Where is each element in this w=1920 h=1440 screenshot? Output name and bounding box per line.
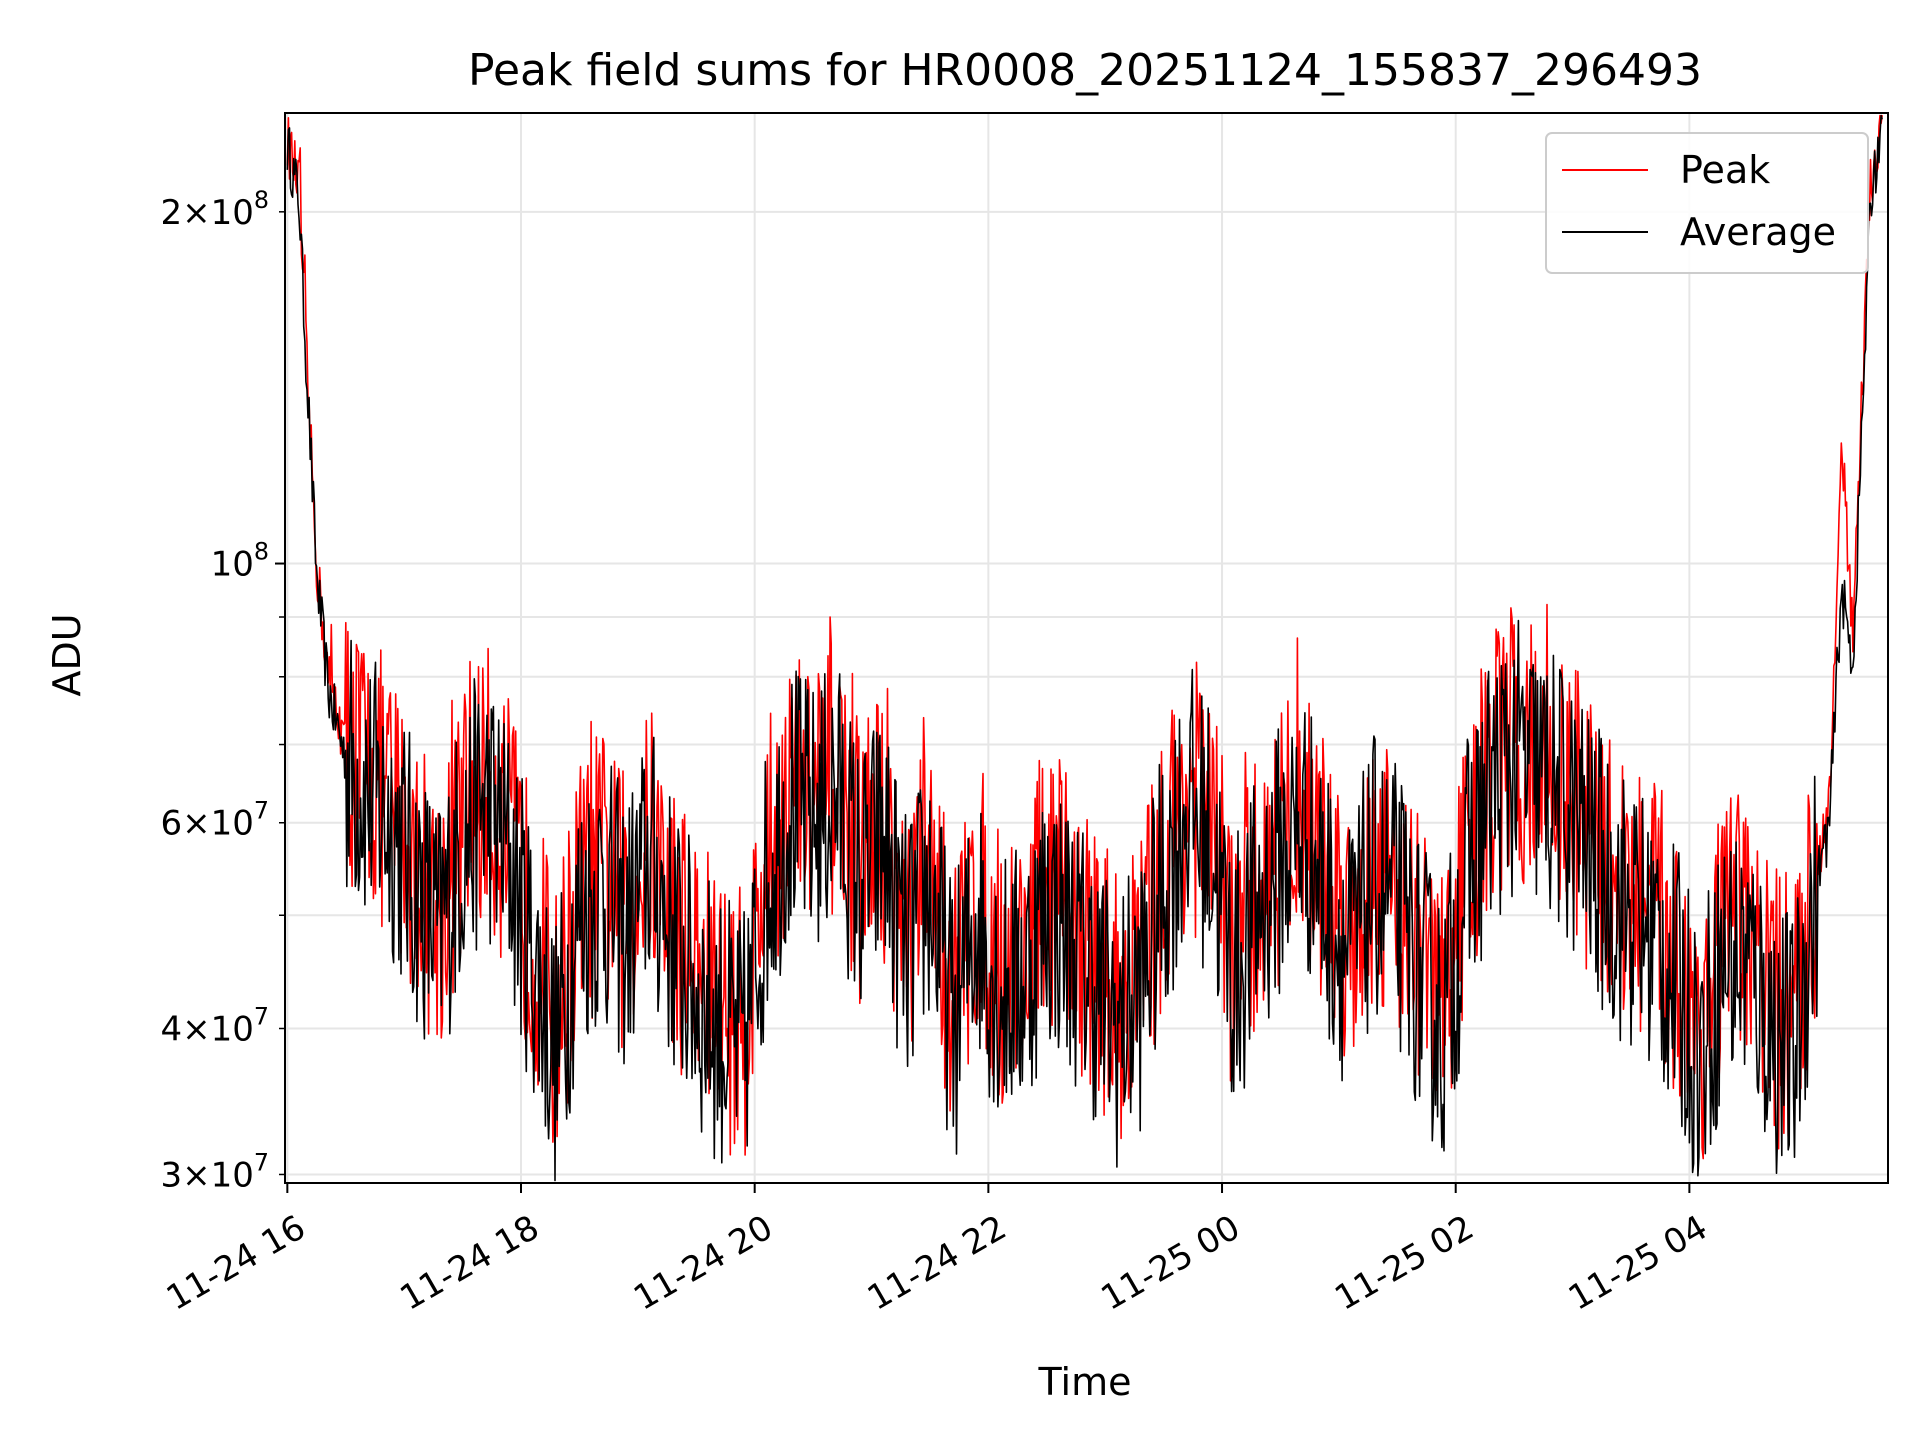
series-lines	[286, 114, 1883, 1182]
chart-title: Peak field sums for HR0008_20251124_1558…	[468, 45, 1702, 96]
y-tick-label: 3×107	[160, 1148, 269, 1195]
plot-frame	[284, 112, 1889, 1184]
y-tick-label: 6×107	[160, 797, 269, 844]
y-tick-label: 4×107	[160, 1002, 269, 1049]
legend-peak-label: Peak	[1680, 148, 1770, 192]
series-line-average	[286, 114, 1883, 1182]
y-axis-label: ADU	[45, 613, 89, 696]
y-axis: 108 3×107 4×107 6×107 2×108	[160, 186, 285, 1195]
x-axis-label: Time	[1038, 1360, 1132, 1404]
legend-average-label: Average	[1680, 210, 1836, 254]
legend-box	[1545, 132, 1869, 274]
legend: Peak Average	[1545, 132, 1869, 274]
y-tick-label: 2×108	[160, 186, 269, 233]
y-tick-label: 108	[211, 538, 269, 585]
